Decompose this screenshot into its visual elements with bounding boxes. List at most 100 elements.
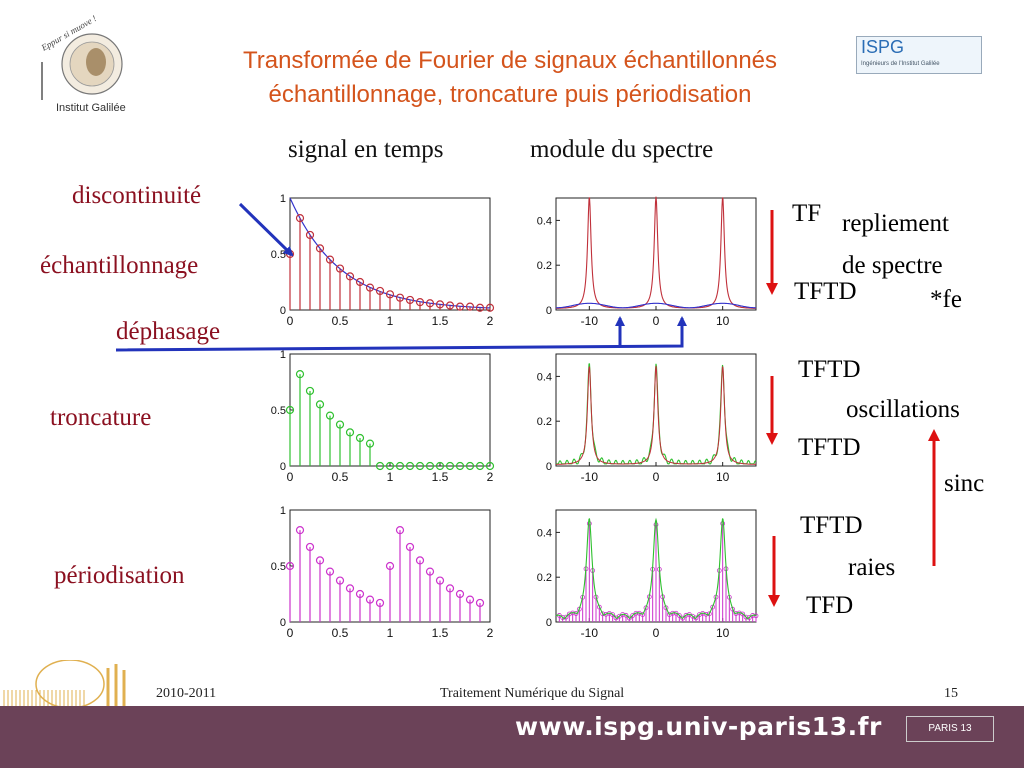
stem-marker: [435, 300, 445, 309]
label-troncature: troncature: [50, 404, 152, 431]
stem-marker: [455, 589, 465, 599]
spectrum-stem-marker: [653, 522, 659, 528]
y-tick-label: 0: [280, 617, 286, 629]
spectrum-stem-marker: [683, 612, 689, 618]
y-tick-label: 0: [280, 461, 286, 473]
stem-marker: [385, 461, 395, 471]
stem-marker: [475, 303, 485, 312]
stem-marker: [465, 302, 475, 311]
spectrum-stem-marker: [746, 615, 752, 620]
x-tick-label: 1.5: [432, 470, 449, 484]
stem-marker: [445, 584, 455, 593]
stem-marker: [475, 598, 485, 608]
stem-marker: [455, 302, 465, 311]
x-tick-label: -10: [581, 470, 599, 484]
column-heading-time: signal en temps: [288, 136, 444, 163]
stem-marker: [375, 461, 385, 471]
stem-marker: [435, 461, 445, 471]
stem-marker: [305, 230, 315, 240]
stem-marker: [365, 283, 375, 292]
spectrum-stem-marker: [676, 613, 682, 618]
x-tick-label: 0.5: [332, 626, 349, 640]
x-tick-label: 0: [653, 470, 660, 484]
spectrum-stem-marker: [603, 611, 609, 617]
label-de-spectre: de spectre: [842, 252, 943, 279]
stem-marker: [315, 556, 325, 565]
x-tick-label: 1.5: [432, 626, 449, 640]
chart-panel-1: 0 0.5 1 1.5 2 0 0.5 1: [271, 193, 495, 328]
chart-frame: [555, 197, 757, 311]
label-fe: *fe: [930, 286, 962, 313]
spectrum-stem-marker: [733, 611, 739, 616]
stem-marker: [285, 561, 295, 571]
x-tick-label: 0: [653, 314, 660, 328]
x-tick-label: 0: [287, 470, 294, 484]
label-raies: raies: [848, 554, 896, 581]
label-tftd-c: TFTD: [798, 434, 861, 461]
footer-page-number: 15: [944, 686, 958, 701]
y-tick-label: 0: [546, 461, 552, 473]
stem-marker: [485, 303, 495, 312]
footer-url[interactable]: www.ispg.univ-paris13.fr: [515, 712, 882, 741]
stem-marker: [315, 244, 325, 253]
label-dephasage: déphasage: [116, 318, 221, 345]
stem-marker: [355, 277, 365, 287]
stem-marker: [415, 298, 425, 307]
stem-marker: [315, 400, 325, 409]
y-tick-label: 0.2: [537, 260, 552, 272]
spectrum-stem-marker: [600, 611, 606, 617]
stem-marker: [385, 561, 395, 571]
y-tick-label: 0: [280, 305, 286, 317]
y-tick-label: 0: [546, 617, 552, 629]
y-tick-label: 0: [546, 305, 552, 317]
y-tick-label: 0.4: [537, 371, 552, 383]
label-repliement: repliement: [842, 210, 949, 237]
spectrum-stem-marker: [680, 615, 686, 621]
figure-plots: 0 0.5 1 1.5 200.510 0.5 1 1.5 200.510 0.5 1 1.5 200.…: [115, 193, 940, 640]
chart-frame: [289, 353, 491, 467]
arrow-discontinuite: [238, 202, 294, 257]
stem-marker: [415, 461, 425, 471]
x-tick-label: 0: [653, 626, 660, 640]
stem-marker: [335, 264, 345, 273]
stem-marker: [485, 461, 495, 471]
stem-marker: [395, 461, 405, 471]
spectrum-stem-marker: [566, 611, 572, 617]
stem-marker: [405, 461, 415, 471]
stem-marker: [375, 598, 385, 608]
stem-marker: [345, 584, 355, 593]
spectrum-green: [556, 363, 757, 465]
y-tick-label: 1: [280, 349, 286, 361]
y-tick-label: 0.5: [271, 405, 286, 417]
spectrum-red: [555, 196, 757, 309]
stem-marker: [305, 542, 315, 552]
stem-marker: [295, 370, 305, 379]
spectrum-stem-marker: [703, 611, 709, 617]
spectrum-stem-marker: [563, 614, 569, 620]
spectrum-blue: [556, 302, 756, 309]
stem-marker: [285, 405, 295, 415]
stem-marker: [335, 420, 345, 429]
institut-galilee-logo: Eppur si muove ! Institut Galilée: [34, 13, 154, 122]
spectrum-stem-marker: [706, 611, 712, 617]
stem-marker: [385, 290, 395, 299]
spectrum-stem-marker: [610, 612, 616, 618]
x-tick-label: 1: [387, 470, 394, 484]
logo-institut-name: Institut Galilée: [56, 102, 126, 114]
stem-marker: [365, 439, 375, 448]
spectrum-green: [555, 517, 757, 620]
stem-marker: [475, 461, 485, 471]
chart-panel-3: 0 0.5 1 1.5 2 0 0.5 1: [271, 505, 494, 640]
x-tick-label: 0: [287, 314, 294, 328]
y-tick-label: 1: [280, 193, 286, 205]
footer-decoration: [3, 660, 126, 708]
stem-marker: [465, 461, 475, 471]
stem-marker: [435, 576, 445, 585]
y-tick-label: 0.4: [537, 215, 552, 227]
spectrum-stem-marker: [626, 615, 632, 621]
spectrum-stem-marker: [630, 613, 636, 618]
stem-marker: [405, 295, 415, 305]
stem-marker: [325, 567, 335, 576]
label-tftd-b: TFTD: [798, 356, 861, 383]
x-tick-label: 0: [287, 626, 294, 640]
